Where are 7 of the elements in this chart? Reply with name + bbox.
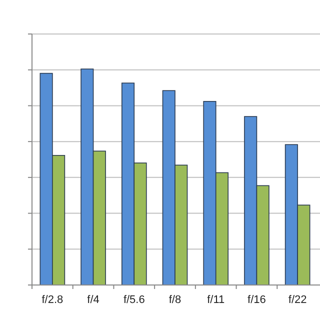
x-tick-label: f/22: [288, 294, 307, 306]
x-tick-label: f/8: [168, 294, 182, 306]
x-tick-label: f/16: [248, 294, 266, 306]
x-tick-label: f/11: [207, 294, 225, 306]
x-tick-label: f/5.6: [123, 294, 145, 306]
x-tick-label: f/2.8: [42, 294, 64, 306]
x-tick-label: f/4: [87, 294, 100, 306]
